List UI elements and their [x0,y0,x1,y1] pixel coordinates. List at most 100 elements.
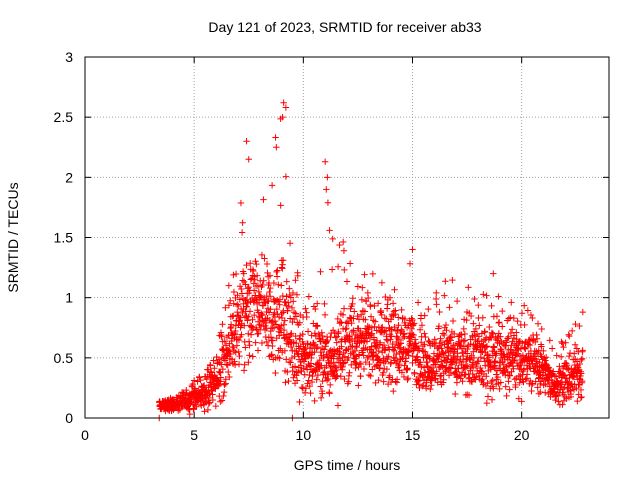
data-point [275,281,282,288]
data-point [390,308,398,315]
data-point [189,380,196,388]
data-point [245,289,253,297]
data-point [282,379,289,386]
data-point [357,360,365,368]
data-point [274,267,281,274]
data-point [225,346,232,354]
chart-title: Day 121 of 2023, SRMTID for receiver ab3… [208,19,481,35]
data-point [415,380,423,388]
data-point [286,240,294,247]
data-point [256,321,263,328]
data-point [410,321,417,328]
data-point [205,400,212,407]
data-point [389,300,397,307]
data-point [313,376,320,383]
data-point [565,366,572,374]
data-point [465,391,473,399]
data-point [511,376,518,383]
data-point [333,333,341,340]
data-point [279,292,286,300]
data-point [278,322,285,329]
data-point [337,373,345,380]
data-point [296,398,303,406]
data-point [541,389,549,396]
data-point [287,294,295,301]
data-point [336,351,344,358]
data-point [579,308,586,316]
data-point [475,358,482,365]
data-point [343,278,351,285]
data-point [321,311,329,319]
data-point [270,279,278,287]
data-point [360,352,367,359]
x-axis-label: GPS time / hours [294,457,401,473]
data-point [487,364,495,371]
data-point [379,324,386,331]
data-point [467,340,474,348]
x-tick-label: 5 [190,427,198,443]
data-point [268,182,276,189]
data-point [527,311,535,319]
data-point [357,372,364,380]
data-point [275,313,283,321]
data-point [218,361,225,368]
data-point [579,347,586,354]
data-point [285,358,293,366]
data-point [230,288,238,296]
data-point [512,381,519,389]
data-point [225,368,232,376]
data-point [250,267,257,275]
data-point [246,352,253,359]
data-point [339,238,347,246]
data-point [242,281,249,288]
data-point [459,352,467,360]
data-point [321,158,329,165]
data-point [457,372,465,380]
data-point [334,263,342,270]
data-point [411,320,418,327]
data-point [499,323,506,330]
data-point [428,377,435,384]
data-point [398,326,405,333]
data-point [477,364,484,372]
data-point [416,326,424,333]
data-point [425,337,432,345]
data-point [378,327,385,335]
data-point [341,266,348,274]
data-point [235,336,243,344]
data-point [204,406,212,414]
data-point [367,372,374,380]
data-point [252,339,259,346]
data-point [433,289,440,297]
data-point [311,397,318,405]
data-point [385,353,392,360]
data-point [357,311,365,318]
data-point [578,370,585,377]
data-point [280,326,288,334]
y-tick-label: 1.5 [54,230,74,246]
data-point [369,348,377,356]
data-point [238,229,246,236]
data-point [350,315,357,322]
data-point [355,382,362,389]
data-point [522,345,529,353]
data-point [390,354,397,361]
data-point [319,332,326,340]
data-point [324,199,332,206]
data-point [364,354,371,362]
data-point [254,347,262,354]
data-point [293,339,300,347]
data-point [292,313,300,320]
data-point [418,322,426,329]
data-point [261,255,268,262]
data-point [380,341,388,349]
data-point [281,317,288,324]
data-point [341,375,348,383]
data-point [247,298,254,305]
data-point [567,390,575,398]
data-point [306,371,313,379]
data-point [321,346,328,353]
data-point [245,313,252,320]
data-point [517,361,524,369]
data-point [273,273,281,280]
